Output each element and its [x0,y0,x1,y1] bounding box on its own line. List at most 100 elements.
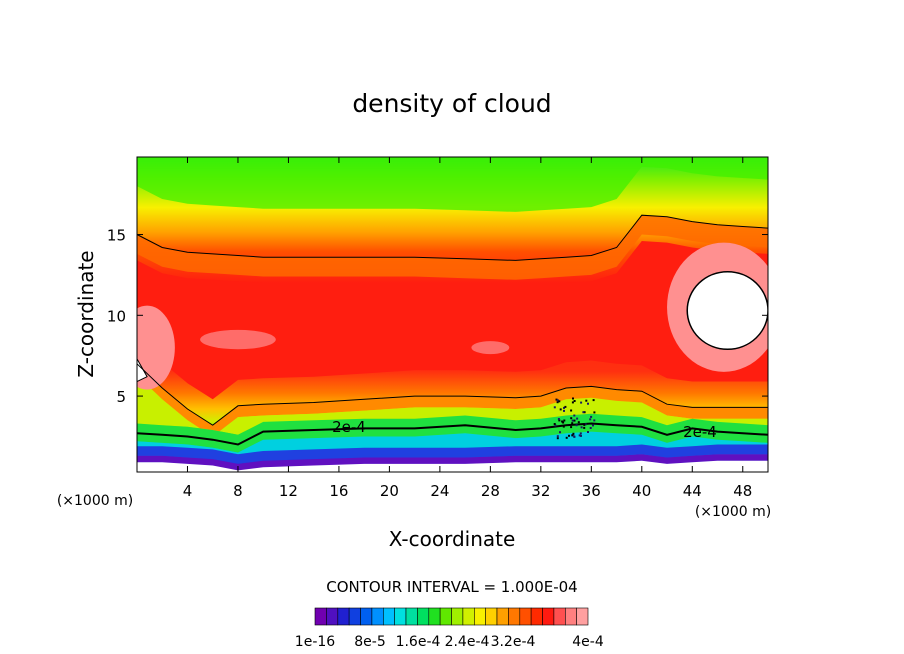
noise-mark [553,423,556,425]
colorbar-swatch [314,607,327,626]
noise-mark [580,426,583,429]
colorbar-swatch [394,607,407,626]
noise-mark [573,400,576,402]
colorbar-swatch [542,607,555,626]
colorbar [314,607,589,626]
noise-mark [592,424,594,427]
cloud-base-band [137,454,768,471]
y-axis: 5 10 15 [107,227,768,406]
x-tick-label: 32 [531,482,550,500]
colorbar-swatch [417,607,430,626]
x-tick-label: 4 [183,482,193,500]
x-unit-left: (×1000 m) [57,493,133,509]
lower-cyan-band [137,431,768,455]
colorbar-label: 4e-4 [572,634,604,650]
noise-mark [593,419,596,422]
noise-mark [570,409,573,412]
colorbar-swatch [382,607,395,626]
noise-mark [562,421,565,424]
lower-blue-band [137,444,768,464]
noise-mark [564,405,567,408]
noise-mark [583,426,586,429]
noise-mark [568,434,570,437]
x-tick-label: 16 [329,482,348,500]
colorbar-swatch [371,607,384,626]
noise-mark [571,419,574,422]
noise-mark [555,398,558,401]
noise-mark [571,401,574,404]
colorbar-swatch [405,607,418,626]
pink-patch-mid [200,329,276,350]
noise-mark [573,419,576,422]
contour-label-right: 2e-4 [683,423,717,441]
contour-line-high [137,214,768,261]
noise-mark [571,434,574,437]
x-tick-label: 28 [481,482,500,500]
noise-mark [570,426,573,429]
chart-title: density of cloud [352,89,551,118]
x-tick-label: 36 [582,482,601,500]
y-axis-label: Z-coordinate [74,250,98,377]
noise-mark [558,419,561,422]
colorbar-label: 1e-16 [295,634,335,650]
noise-mark [556,401,559,404]
x-tick-label: 12 [279,482,298,500]
colorbar-swatch [496,607,509,626]
noise-mark [556,435,559,438]
colorbar-swatch [530,607,543,626]
colorbar-swatch [360,607,373,626]
colorbar-swatch [485,607,498,626]
noise-mark [558,400,561,403]
contour-interval-text: CONTOUR INTERVAL = 1.000E-04 [326,578,577,596]
lower-orange-band [137,363,768,437]
colorbar-labels: 1e-16 8e-5 1.6e-4 2.4e-4 3.2e-4 4e-4 [295,634,604,650]
noise-mark [592,399,595,402]
contour-line-mid [137,363,768,426]
noise-mark [580,401,583,404]
noise-mark [577,421,580,424]
colorbar-swatch [326,607,339,626]
below-cloud-white [137,460,768,472]
x-tick-label: 24 [430,482,449,500]
red-core-band [137,241,768,400]
noise-mark [559,408,562,411]
colorbar-swatch [576,607,589,626]
noise-mark [582,411,585,414]
colorbar-swatch [473,607,486,626]
noise-mark [572,397,574,400]
noise-mark [571,422,574,425]
y-tick-label: 5 [116,388,126,406]
colorbar-swatch [564,607,577,626]
noise-mark [559,431,561,434]
pink-patch-left [137,305,175,390]
noise-mark [563,419,566,422]
noise-mark [587,402,589,405]
noise-mark [554,424,557,427]
lower-green-band [137,413,768,453]
plot-area [137,157,768,472]
noise-mark [589,427,592,429]
colorbar-label: 1.6e-4 [396,634,441,650]
plot-frame [136,156,769,473]
noise-mark [563,406,565,409]
noise-mark [580,434,582,437]
noise-mark [587,431,589,433]
noise-mark [556,399,559,402]
contour-line-2e-4 [137,422,768,446]
noise-mark [589,418,592,421]
noise-mark [583,423,586,426]
x-tick-label: 20 [380,482,399,500]
colorbar-swatch [553,607,566,626]
colorbar-swatch [348,607,361,626]
noise-mark [590,415,593,418]
colorbar-swatch [519,607,532,626]
colorbar-swatch [451,607,464,626]
x-tick-label: 44 [683,482,702,500]
pink-patch-center [471,341,510,355]
colorbar-swatch [462,607,475,626]
colorbar-swatch [337,607,350,626]
contour-label-left: 2e-4 [332,418,366,436]
x-tick-label: 40 [632,482,651,500]
noise-mark [556,437,559,440]
